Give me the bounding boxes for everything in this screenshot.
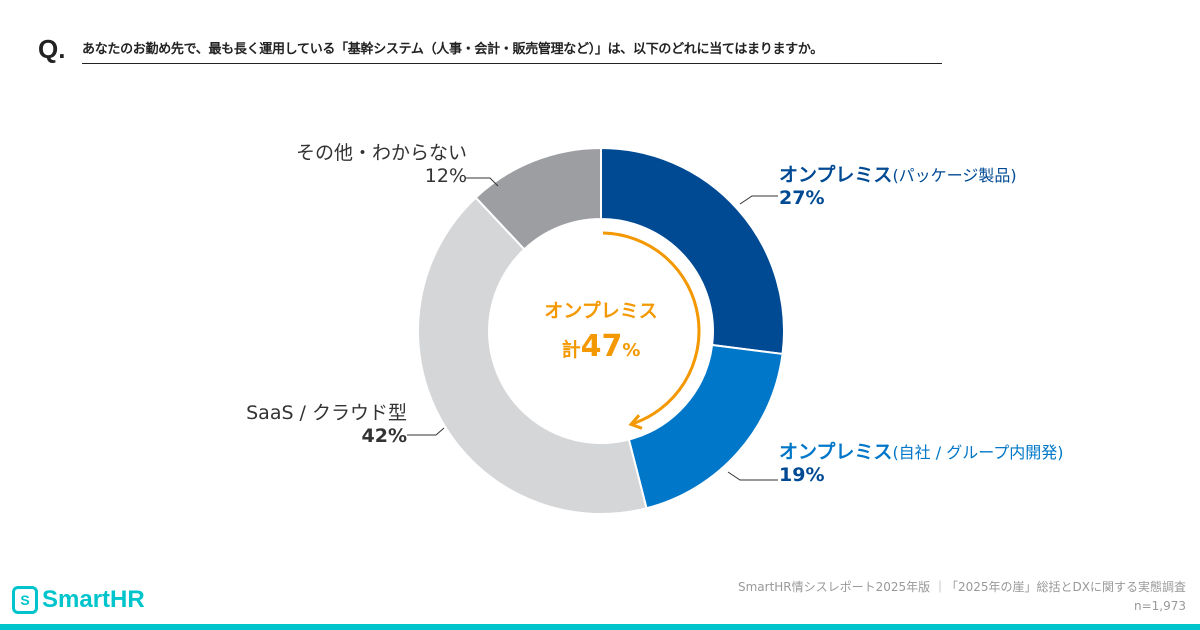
leader-line-3 xyxy=(466,177,499,187)
label-onprem-package: オンプレミス(パッケージ製品) 27% xyxy=(779,164,1017,209)
bottom-bar xyxy=(0,624,1200,630)
question-text: あなたのお勤め先で、最も長く運用している「基幹システム（人事・会計・販売管理など… xyxy=(82,38,942,64)
label-other: その他・わからない 12% xyxy=(295,142,467,187)
question-prefix: Q. xyxy=(38,34,66,64)
donut-slice-0 xyxy=(600,146,785,356)
leader-line-1 xyxy=(727,471,778,481)
center-label: オンプレミス 計47% xyxy=(544,300,658,364)
label-saas: SaaS / クラウド型 42% xyxy=(246,402,407,447)
logo-icon: S xyxy=(12,586,38,614)
footer-source: SmartHR情シスレポート2025年版 ｜「2025年の崖」総括とDXに関する… xyxy=(737,580,1186,613)
leader-line-0 xyxy=(739,195,778,205)
label-onprem-inhouse: オンプレミス(自社 / グループ内開発) 19% xyxy=(779,441,1064,486)
donut-slice-3 xyxy=(474,146,602,251)
arrowhead-icon xyxy=(628,414,643,430)
donut-slice-2 xyxy=(417,196,648,515)
donut-slice-1 xyxy=(627,343,784,510)
onprem-total-arc xyxy=(602,231,701,426)
smarthr-logo: S SmartHR xyxy=(12,586,145,614)
leader-line-2 xyxy=(407,427,445,436)
